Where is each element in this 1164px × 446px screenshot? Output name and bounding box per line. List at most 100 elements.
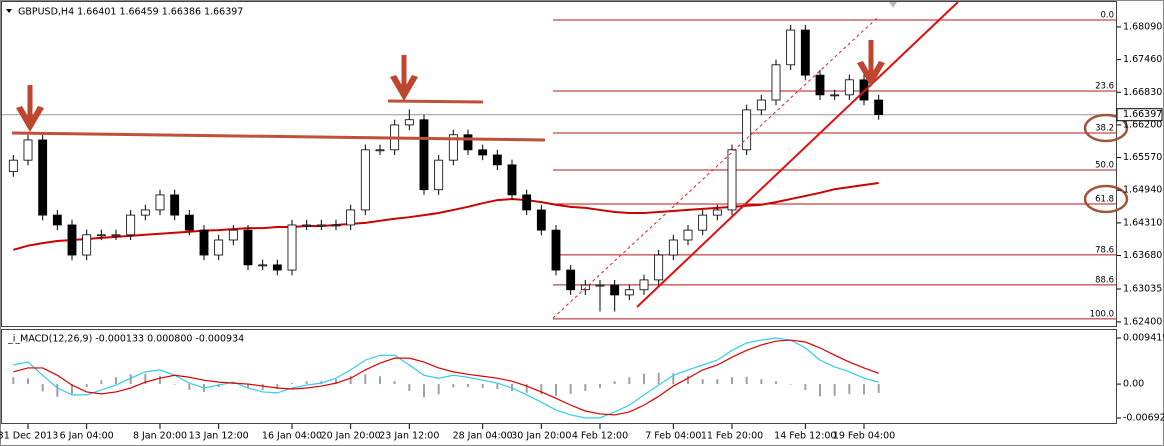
fib-dashed-line	[552, 17, 878, 319]
macd-bar	[144, 373, 147, 385]
macd-bar	[276, 384, 279, 389]
x-tick-label: 6 Jan 04:00	[60, 431, 114, 442]
candle-body	[492, 154, 502, 166]
arrow	[857, 40, 885, 87]
macd-bar	[379, 376, 381, 385]
macd-bar	[525, 384, 528, 393]
candle-body	[67, 224, 77, 256]
candle-body	[566, 269, 576, 291]
x-tick-label: 8 Jan 20:00	[133, 431, 187, 442]
macd-bar	[540, 384, 543, 395]
x-tick-label: 7 Feb 04:00	[645, 431, 701, 442]
macd-bar	[745, 376, 748, 385]
fib-label: 78.6	[1095, 245, 1114, 255]
macd-bar	[701, 379, 704, 385]
annotations	[6, 1, 1129, 319]
candle-body	[346, 209, 356, 226]
candle-body	[419, 119, 429, 191]
fib-label: 50.0	[1095, 160, 1114, 170]
macd-bar	[188, 384, 191, 390]
macd-bar	[481, 384, 484, 388]
trend-line	[636, 1, 959, 308]
candle-body	[302, 224, 312, 227]
macd-bar	[833, 384, 836, 396]
arrow	[390, 55, 418, 101]
macd-bar	[716, 379, 719, 385]
resistance-line	[11, 131, 546, 142]
macd-bar	[393, 381, 396, 385]
macd-bar	[41, 384, 44, 392]
macd-bar	[423, 384, 425, 398]
candle-body	[844, 79, 854, 96]
candle-body	[331, 224, 341, 227]
indicator-header: _i_MACD(12,26,9) -0.000133 0.000800 -0.0…	[7, 334, 244, 345]
candle-body	[140, 209, 150, 216]
candle-body	[624, 289, 634, 296]
shift-marker	[889, 2, 897, 8]
y-tick-label: 1.66830	[1123, 87, 1162, 98]
fib-label: 38.2	[1095, 123, 1114, 133]
y-tick-label: 1.66200	[1123, 119, 1162, 130]
macd-bar	[291, 383, 293, 385]
macd-bar	[877, 384, 880, 393]
candle-body	[551, 229, 561, 271]
candle-body	[82, 234, 92, 256]
candle-body	[727, 149, 737, 211]
candle-body	[800, 29, 810, 76]
macd-bar	[804, 384, 807, 390]
x-tick-label: 16 Jan 04:00	[262, 431, 322, 442]
x-tick-label: 20 Jan 20:00	[321, 431, 381, 442]
highlight-ellipse	[1083, 113, 1129, 143]
candle-body	[8, 159, 18, 172]
x-tick-label: 14 Feb 12:00	[774, 431, 836, 442]
y-tick-label: -0.006928	[1123, 412, 1164, 423]
menu-triangle	[6, 9, 12, 13]
macd-bar	[555, 384, 557, 396]
candle-body	[243, 229, 253, 266]
macd-bar	[628, 377, 631, 385]
macd-bar	[599, 384, 601, 388]
macd-bar	[56, 384, 59, 397]
high-line	[387, 99, 484, 104]
x-tick-label: 4 Feb 12:00	[572, 431, 628, 442]
candle-body	[610, 284, 620, 296]
candle-body	[287, 224, 297, 271]
candle-body	[507, 164, 517, 196]
candle-body	[155, 194, 165, 211]
macd-line	[13, 337, 879, 419]
candle-body	[52, 214, 62, 226]
main-panel	[1, 1, 1117, 327]
y-tick-label: 0.00	[1123, 379, 1144, 390]
candle-body	[742, 109, 752, 151]
candle-body	[756, 99, 766, 111]
macd-bar	[760, 379, 763, 385]
candle-body	[786, 29, 796, 66]
candle-body	[184, 214, 194, 231]
x-tick-label: 11 Feb 20:00	[701, 431, 763, 442]
macd-bar	[27, 378, 29, 385]
macd-bar	[115, 377, 117, 385]
macd-bar	[437, 384, 440, 395]
macd-bar	[496, 384, 499, 389]
candle-body	[536, 209, 546, 231]
macd-line	[13, 339, 879, 416]
candle-body	[272, 264, 282, 271]
macd-bar	[247, 384, 249, 388]
current-price-label: 1.66397	[1123, 109, 1162, 120]
macd-bar	[408, 384, 411, 391]
fib-label: 61.8	[1095, 194, 1114, 204]
fib-label: 0.0	[1100, 10, 1114, 20]
x-tick-label: 31 Dec 2013	[0, 431, 58, 442]
y-tick-label: 1.63035	[1123, 283, 1162, 294]
candle-body	[683, 229, 693, 241]
candle-body	[595, 284, 605, 287]
candle-body	[214, 239, 224, 256]
macd-bar	[335, 379, 337, 385]
y-tick-label: 1.68090	[1123, 21, 1162, 32]
macd-bar	[100, 380, 103, 385]
candle-body	[23, 139, 33, 161]
candle-body	[463, 134, 473, 151]
y-tick-label: 1.65570	[1123, 152, 1162, 163]
macd-bar	[85, 384, 88, 388]
